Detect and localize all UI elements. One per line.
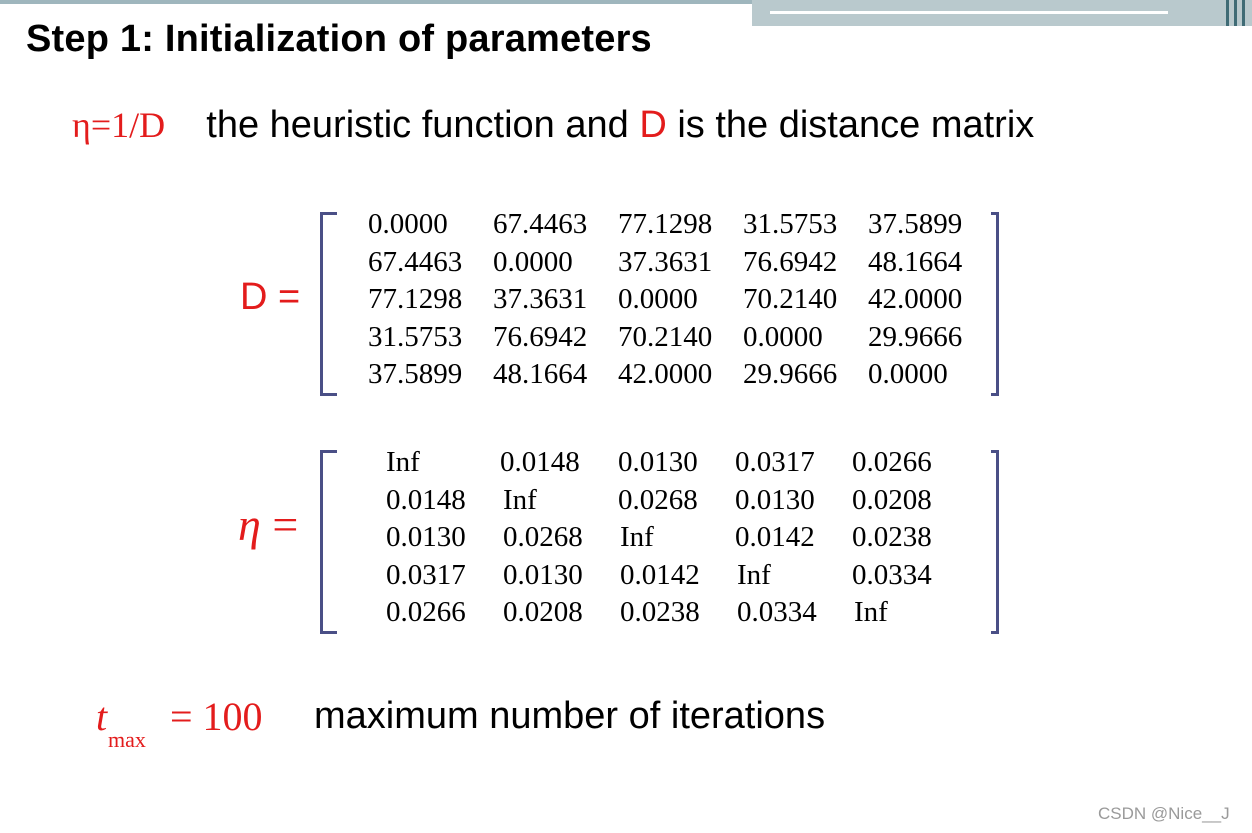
D-matrix-cell: 37.5899 (368, 358, 463, 390)
D-matrix-cell: 70.2140 (743, 283, 838, 315)
eta-matrix-cell: 0.0317 (735, 446, 815, 478)
D-right-bracket (991, 212, 999, 396)
eta-right-bracket (991, 450, 999, 634)
D-matrix-cell: 0.0000 (368, 208, 448, 240)
eta-matrix-cell: Inf (854, 596, 888, 628)
D-matrix-cell: 29.9666 (743, 358, 838, 390)
eta-matrix-cell: Inf (386, 446, 420, 478)
tmax-symbol: t (96, 694, 108, 739)
eta-matrix-cell: 0.0238 (852, 521, 932, 553)
D-matrix-cell: 42.0000 (868, 283, 963, 315)
eta-matrix-cell: 0.0208 (852, 483, 932, 516)
D-matrix-cell: 76.6942 (493, 320, 588, 353)
eta-matrix-cell: 0.0268 (618, 483, 698, 516)
D-matrix-cell: 29.9666 (868, 320, 963, 353)
D-matrix-cell: 0.0000 (868, 358, 948, 390)
eta-matrix-cell: Inf (503, 483, 537, 516)
eta-matrix-cell: Inf (620, 521, 654, 553)
D-matrix-cell: 67.4463 (493, 208, 588, 240)
top-right-highlight (770, 11, 1168, 14)
eta-matrix-cell: 0.0238 (620, 596, 700, 628)
D-matrix-cell: 37.3631 (493, 283, 588, 315)
top-rule (0, 0, 760, 4)
definition-text-before: the heuristic function and (206, 104, 640, 146)
D-highlight: D (639, 104, 667, 146)
D-matrix-label: D = (240, 276, 301, 318)
watermark: CSDN @Nice__J (1098, 804, 1230, 823)
tmax-description: maximum number of iterations (314, 695, 826, 737)
eta-matrix-cell: 0.0317 (386, 558, 466, 591)
D-matrix-cell: 0.0000 (493, 245, 573, 278)
eta-matrix-cell: 0.0334 (737, 596, 817, 628)
D-matrix-cell: 37.5899 (868, 208, 963, 240)
D-matrix-cell: 76.6942 (743, 245, 838, 278)
D-matrix-cell: 77.1298 (368, 283, 463, 315)
eta-formula: η=1/D (72, 105, 166, 145)
eta-left-bracket (320, 450, 337, 634)
D-matrix-cell: 48.1664 (493, 358, 588, 390)
eta-matrix-label: η = (238, 498, 298, 551)
definition-text-after: is the distance matrix (666, 104, 1035, 146)
D-matrix-cell: 0.0000 (618, 283, 698, 315)
D-matrix-cell: 37.3631 (618, 245, 713, 278)
eta-matrix-cell: 0.0148 (500, 446, 580, 478)
D-matrix-cell: 48.1664 (868, 245, 963, 278)
D-matrix-cell: 31.5753 (743, 208, 838, 240)
D-matrix-cell: 70.2140 (618, 320, 713, 353)
eta-matrix-cell: 0.0142 (735, 521, 815, 553)
slide-title: Step 1: Initialization of parameters (26, 18, 652, 60)
eta-matrix-cell: Inf (737, 558, 771, 591)
eta-matrix-cell: 0.0268 (503, 521, 583, 553)
eta-matrix-cell: 0.0208 (503, 596, 583, 628)
eta-matrix-cell: 0.0142 (620, 558, 700, 591)
D-matrix-cell: 42.0000 (618, 358, 713, 390)
eta-equals: = (260, 499, 299, 550)
eta-matrix-cell: 0.0148 (386, 483, 466, 516)
eta-symbol: η (238, 499, 261, 550)
eta-matrix-cell: 0.0334 (852, 558, 932, 591)
tmax-value: = 100 (170, 694, 263, 739)
eta-matrix-cell: 0.0130 (386, 521, 466, 553)
D-matrix-cell: 67.4463 (368, 245, 463, 278)
D-matrix-cell: 77.1298 (618, 208, 713, 240)
eta-matrix-cell: 0.0130 (618, 446, 698, 478)
D-matrix-cell: 0.0000 (743, 320, 823, 353)
D-left-bracket (320, 212, 337, 396)
top-stripe (1226, 0, 1229, 26)
D-matrix-cell: 31.5753 (368, 320, 463, 353)
eta-matrix-cell: 0.0130 (503, 558, 583, 591)
eta-matrix-cell: 0.0266 (386, 596, 466, 628)
tmax-subscript: max (108, 727, 146, 752)
heuristic-definition: η=1/D the heuristic function and D is th… (72, 104, 1034, 147)
top-decoration-bar (0, 0, 1252, 30)
top-stripe (1242, 0, 1245, 26)
top-stripe (1234, 0, 1237, 26)
eta-matrix-cell: 0.0266 (852, 446, 932, 478)
eta-matrix-cell: 0.0130 (735, 483, 815, 516)
